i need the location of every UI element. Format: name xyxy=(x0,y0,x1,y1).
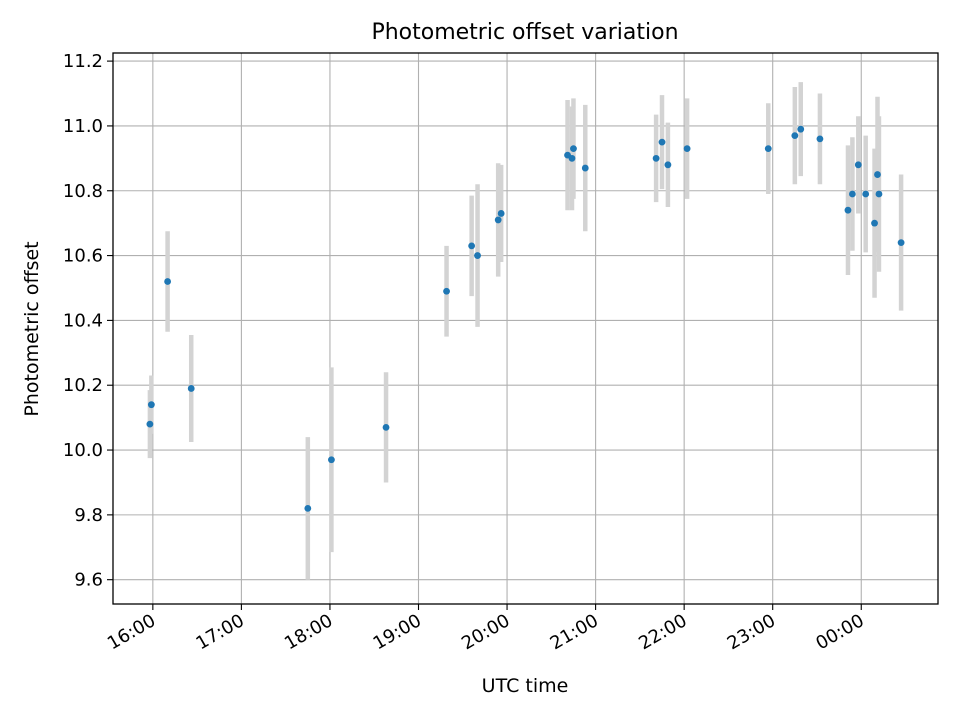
x-tick-label: 17:00 xyxy=(192,610,247,654)
data-point xyxy=(474,252,481,259)
data-point xyxy=(497,210,505,217)
data-point xyxy=(164,278,172,285)
error-bars xyxy=(147,82,904,580)
y-axis-label: Photometric offset xyxy=(21,241,43,416)
x-tick-label: 16:00 xyxy=(104,610,159,654)
data-point xyxy=(683,145,691,153)
data-point xyxy=(875,190,883,198)
data-point xyxy=(581,164,589,172)
data-point xyxy=(897,239,905,247)
x-tick-label: 22:00 xyxy=(635,610,690,654)
data-point xyxy=(816,135,824,143)
data-point xyxy=(764,145,772,153)
data-points xyxy=(146,125,905,512)
y-tick-label: 10.4 xyxy=(63,310,103,331)
data-point xyxy=(658,138,666,146)
y-axis: 9.6 9.8 10.0 10.2 10.4 10.6 10.8 11.0 11.2 xyxy=(63,51,113,591)
data-point xyxy=(874,171,881,178)
data-point xyxy=(494,216,502,224)
y-tick-label: 11.0 xyxy=(63,116,103,137)
grid xyxy=(113,53,938,604)
data-point xyxy=(844,206,852,214)
x-tick-label: 19:00 xyxy=(370,610,425,654)
y-tick-label: 10.6 xyxy=(63,246,103,267)
data-point xyxy=(468,242,476,250)
y-tick-label: 11.2 xyxy=(63,51,103,72)
x-axis-label: UTC time xyxy=(482,675,569,697)
y-tick-label: 10.8 xyxy=(63,181,103,202)
x-tick-label: 20:00 xyxy=(458,610,513,654)
data-point xyxy=(871,219,878,227)
data-point xyxy=(146,420,154,428)
x-tick-label: 18:00 xyxy=(281,610,336,654)
x-axis: 16:00 17:00 18:00 19:00 20:00 21:00 22:00 23:00… xyxy=(104,604,868,654)
data-point xyxy=(570,145,577,153)
data-point xyxy=(147,401,155,409)
chart-title: Photometric offset variation xyxy=(371,20,678,45)
x-tick-label: 21:00 xyxy=(547,610,602,654)
data-point xyxy=(443,287,450,295)
data-point xyxy=(791,132,799,140)
y-tick-label: 9.6 xyxy=(74,570,103,591)
data-point xyxy=(304,504,312,512)
data-point xyxy=(187,385,195,392)
data-point xyxy=(849,190,856,198)
plot-frame xyxy=(112,52,939,605)
data-point xyxy=(568,154,576,162)
data-point xyxy=(797,125,805,133)
y-tick-label: 9.8 xyxy=(74,505,103,526)
data-point xyxy=(382,423,390,431)
y-tick-label: 10.2 xyxy=(63,375,103,396)
data-point xyxy=(328,456,335,464)
data-point xyxy=(862,190,870,198)
y-tick-label: 10.0 xyxy=(63,440,103,461)
data-point xyxy=(854,161,862,169)
x-tick-label: 23:00 xyxy=(724,610,779,654)
x-tick-label: 00:00 xyxy=(812,610,867,654)
data-point xyxy=(664,161,672,169)
data-point xyxy=(652,154,660,162)
